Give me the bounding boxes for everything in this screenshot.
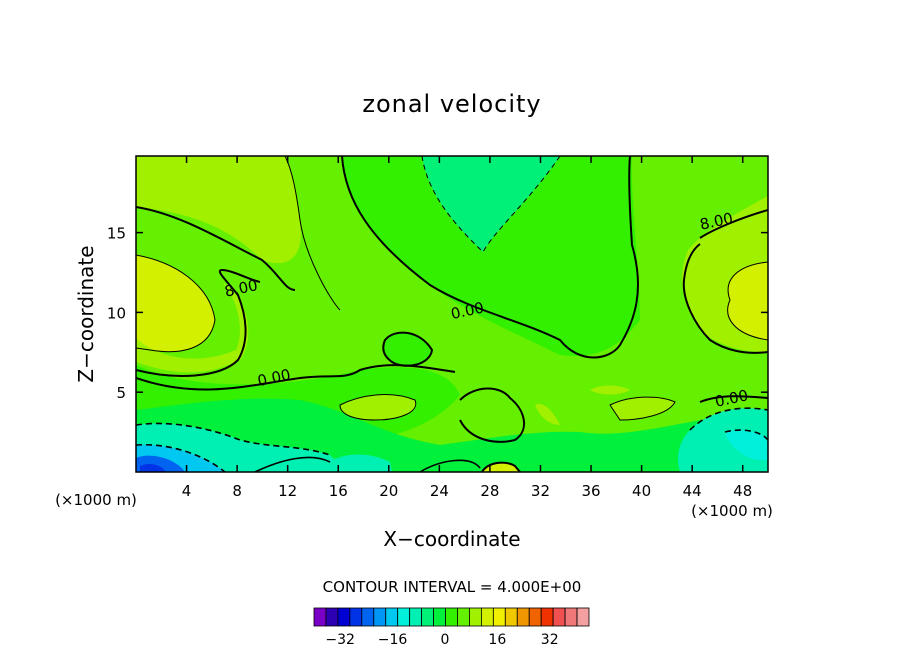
x-tick-label-5: 24 <box>430 482 449 500</box>
x-axis-label: X−coordinate <box>383 527 520 551</box>
colorbar-tick-label-4: 32 <box>541 632 559 648</box>
colorbar-cell-4 <box>361 607 375 627</box>
contour-center-loop <box>382 331 434 367</box>
colorbar-ticks: −32 −16 0 16 32 <box>325 632 558 648</box>
region-center-cell <box>383 332 432 366</box>
y-axis-label: Z−coordinate <box>74 245 98 382</box>
region-small-patch-3 <box>590 385 630 395</box>
x-tick-label-9: 40 <box>632 482 651 500</box>
contour-dashed-lower-left <box>136 422 331 472</box>
x-tick-label-4: 20 <box>379 482 398 500</box>
colorbar <box>313 607 590 627</box>
contour-lower-band <box>254 456 481 472</box>
contour-dashed-top <box>421 156 561 253</box>
region-left-mid <box>136 282 249 373</box>
contour-thin-3 <box>727 261 768 341</box>
y-tick-label-1: 10 <box>107 304 126 322</box>
region-top-notch <box>422 156 560 252</box>
colorbar-cell-14 <box>480 607 494 627</box>
colorbar-tick-label-3: 16 <box>488 632 506 648</box>
colorbar-cell-20 <box>552 607 566 627</box>
region-left-upper <box>136 156 301 264</box>
colorbar-cell-18 <box>528 607 542 627</box>
y-tick-label-2: 15 <box>107 225 126 243</box>
x-tick-label-0: 4 <box>182 482 192 500</box>
colorbar-cell-8 <box>409 607 423 627</box>
colorbar-cell-9 <box>421 607 434 627</box>
contour-eight-left <box>136 206 296 377</box>
colorbar-cell-5 <box>373 607 387 627</box>
colorbar-cell-6 <box>385 607 399 627</box>
colorbar-cell-1 <box>325 607 339 627</box>
region-top-center <box>342 156 640 356</box>
colorbar-cell-12 <box>457 607 470 627</box>
colorbar-cell-13 <box>469 607 482 627</box>
colorbar-tick-label-2: 0 <box>440 632 449 648</box>
x-axis: 4 8 12 16 20 24 28 32 36 40 44 48 <box>182 156 752 500</box>
plot-frame <box>135 155 769 473</box>
region-left-core <box>136 255 215 352</box>
region-bottom-mid-cyan <box>330 454 392 472</box>
contour-zero-upper <box>341 156 639 359</box>
contour-lower-mid <box>459 387 525 443</box>
x-tick-label-7: 32 <box>531 482 550 500</box>
colorbar-cell-15 <box>492 607 506 627</box>
contour-dashed-lower-right <box>689 407 768 441</box>
colorbar-tick-label-0: −32 <box>325 632 355 648</box>
colorbar-cell-19 <box>540 607 554 627</box>
colorbar-cell-3 <box>349 607 363 627</box>
x-unit-left: (×1000 m) <box>55 491 137 509</box>
region-small-patch-4 <box>535 404 560 425</box>
colorbar-cell-22 <box>576 607 590 627</box>
plot-area: 8.000.000.008.000.00 <box>136 156 768 472</box>
colorbar-cell-16 <box>504 607 518 627</box>
colorbar-tick-label-1: −16 <box>378 632 408 648</box>
region-small-patch-2 <box>610 397 675 420</box>
colorbar-cell-11 <box>445 607 458 627</box>
colorbar-cell-17 <box>516 607 530 627</box>
contour-bottom-loop <box>481 461 521 472</box>
y-tick-label-0: 5 <box>116 384 126 402</box>
colorbar-cell-0 <box>313 607 327 627</box>
x-tick-label-10: 44 <box>683 482 702 500</box>
region-bottom-right-blue <box>725 430 768 461</box>
contour-eight-right <box>682 209 768 354</box>
chart-title: zonal velocity <box>362 90 541 118</box>
region-right-core <box>727 262 768 340</box>
contour-lines <box>136 156 768 472</box>
colorbar-cell-2 <box>337 607 351 627</box>
x-unit-right: (×1000 m) <box>691 502 773 520</box>
x-tick-label-3: 16 <box>329 482 348 500</box>
x-tick-label-8: 36 <box>581 482 600 500</box>
x-tick-label-11: 48 <box>733 482 752 500</box>
x-tick-label-1: 8 <box>232 482 242 500</box>
region-bottom-left-core <box>140 464 166 472</box>
y-axis: 5 10 15 <box>107 225 768 402</box>
colorbar-cell-7 <box>397 607 411 627</box>
x-tick-label-2: 12 <box>278 482 297 500</box>
x-tick-label-6: 28 <box>480 482 499 500</box>
region-small-patch-1 <box>340 394 416 420</box>
colorbar-cell-21 <box>564 607 578 627</box>
contour-thin-1 <box>136 254 216 353</box>
contour-thin-2 <box>284 156 341 311</box>
contour-zero-right <box>699 395 768 403</box>
region-bottom-right-cyan <box>678 408 768 472</box>
contour-thin-5 <box>609 396 676 421</box>
contour-thin-4 <box>339 394 417 421</box>
contour-interval-text: CONTOUR INTERVAL = 4.000E+00 <box>323 578 582 596</box>
colorbar-cell-10 <box>433 607 446 627</box>
